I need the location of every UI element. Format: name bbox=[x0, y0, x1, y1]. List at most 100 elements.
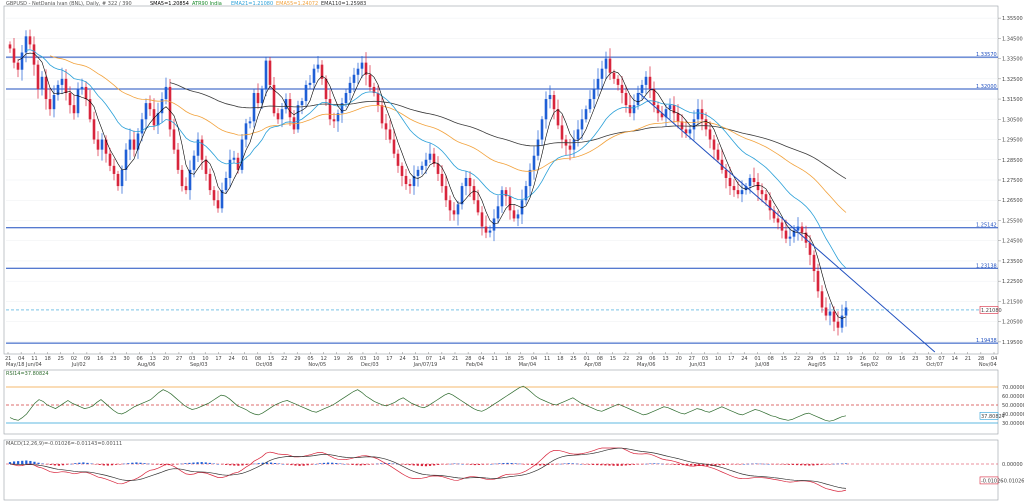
candle-body bbox=[432, 153, 436, 164]
macd-histogram-bar bbox=[506, 462, 509, 464]
macd-histogram-bar bbox=[37, 462, 40, 464]
macd-histogram-bar bbox=[828, 464, 831, 465]
candle-body bbox=[132, 139, 136, 150]
candle-body bbox=[276, 113, 280, 120]
y-tick-label: 1.20500 bbox=[1002, 320, 1023, 326]
candle-body bbox=[604, 58, 608, 69]
candle-body bbox=[768, 200, 772, 211]
macd-histogram-bar bbox=[184, 463, 187, 464]
candle-body bbox=[128, 139, 132, 150]
macd-histogram-bar bbox=[816, 464, 819, 466]
x-day-label: 14 bbox=[952, 356, 958, 362]
candle-body bbox=[676, 113, 680, 122]
candle-body bbox=[196, 139, 200, 156]
macd-histogram-bar bbox=[738, 464, 742, 465]
candle-body bbox=[12, 48, 16, 63]
x-day-label: 03 bbox=[702, 356, 708, 362]
candle-body bbox=[104, 139, 108, 154]
macd-histogram-bar bbox=[90, 463, 93, 465]
macd-histogram-bar bbox=[253, 463, 256, 465]
rsi-panel bbox=[3, 369, 999, 435]
candle-body bbox=[740, 190, 744, 195]
macd-histogram-bar bbox=[522, 464, 525, 465]
x-day-label: 10 bbox=[373, 356, 379, 362]
date-axis: 21 04 11 18 25 02 09 16 23 30 06 13 20 27 03 10 17 24 01 08… bbox=[5, 352, 997, 368]
candle-body bbox=[788, 236, 792, 239]
macd-histogram-bar bbox=[102, 464, 105, 466]
macd-histogram-bar bbox=[8, 462, 12, 464]
macd-histogram-bar bbox=[673, 464, 676, 465]
macd-histogram-bar bbox=[636, 464, 640, 465]
macd-histogram-bar bbox=[730, 464, 733, 465]
candle-body bbox=[440, 173, 444, 187]
candle-body bbox=[412, 175, 416, 187]
macd-histogram-bar bbox=[751, 463, 754, 465]
candle-body bbox=[216, 200, 220, 209]
macd-line bbox=[9, 447, 847, 492]
macd-histogram-bar bbox=[400, 464, 403, 465]
macd-histogram-bar bbox=[645, 463, 648, 465]
x-day-label: 25 bbox=[570, 356, 576, 362]
candle-body bbox=[136, 133, 140, 150]
candle-body bbox=[820, 291, 824, 308]
macd-histogram-bar bbox=[567, 463, 570, 464]
macd-histogram-bar bbox=[159, 464, 162, 465]
macd-histogram-bar bbox=[698, 464, 701, 466]
rsi-tick-label: 60.00000 bbox=[1002, 394, 1024, 400]
candle-body bbox=[748, 177, 752, 187]
macd-histogram-bar bbox=[94, 464, 97, 465]
macd-histogram-bar bbox=[465, 464, 468, 465]
x-day-label: 28 bbox=[465, 356, 471, 362]
candle-body bbox=[680, 121, 684, 130]
macd-histogram-bar bbox=[832, 463, 835, 465]
x-day-label: 22 bbox=[623, 356, 629, 362]
candle-body bbox=[800, 226, 804, 233]
x-day-label: 22 bbox=[794, 356, 800, 362]
moving-averages bbox=[17, 49, 847, 319]
x-day-label: 02 bbox=[71, 356, 77, 362]
candle-body bbox=[484, 226, 488, 233]
macd-histogram-bar bbox=[632, 464, 636, 465]
macd-histogram-bar bbox=[575, 463, 578, 465]
x-day-label: 17 bbox=[215, 356, 221, 362]
x-day-label: 19 bbox=[334, 356, 340, 362]
macd-histogram-bar bbox=[783, 464, 786, 465]
macd-histogram-bar bbox=[494, 463, 497, 465]
candle-body bbox=[540, 119, 544, 140]
x-day-label: 17 bbox=[386, 356, 392, 362]
macd-histogram-bar bbox=[583, 464, 587, 465]
rsi-tick-label: 40.00000 bbox=[1002, 412, 1024, 418]
candle-body bbox=[60, 78, 64, 85]
x-day-label: 11 bbox=[31, 356, 37, 362]
macd-histogram-bar bbox=[180, 463, 183, 465]
trendline bbox=[638, 92, 936, 353]
candle-body bbox=[664, 109, 668, 118]
candle-body bbox=[796, 226, 800, 231]
macd-histogram-bar bbox=[534, 464, 538, 466]
macd-histogram-bar bbox=[318, 463, 322, 464]
candle-body bbox=[592, 88, 596, 100]
macd-histogram-bar bbox=[33, 461, 36, 464]
macd-histogram-bar bbox=[694, 464, 697, 466]
x-day-label: 08 bbox=[597, 356, 603, 362]
candle-body bbox=[108, 153, 112, 166]
level-label: 1.19438 bbox=[976, 338, 997, 344]
macd-histogram-bar bbox=[216, 464, 220, 465]
macd-histogram-bar bbox=[437, 464, 440, 465]
candle-body bbox=[488, 230, 492, 233]
candle-body bbox=[268, 60, 272, 85]
macd-histogram-bar bbox=[21, 460, 24, 464]
candle-body bbox=[64, 78, 68, 93]
macd-histogram-bar bbox=[359, 464, 362, 466]
x-day-label: 19 bbox=[846, 356, 852, 362]
sma5-line bbox=[17, 52, 847, 319]
candle-body bbox=[644, 76, 648, 85]
macd-histogram-bar bbox=[49, 464, 52, 465]
candle-body bbox=[436, 163, 440, 174]
candle-body bbox=[720, 159, 724, 170]
candle-body bbox=[332, 119, 336, 122]
candle-body bbox=[716, 149, 720, 160]
x-day-label: 29 bbox=[807, 356, 813, 362]
candle-body bbox=[396, 153, 400, 166]
